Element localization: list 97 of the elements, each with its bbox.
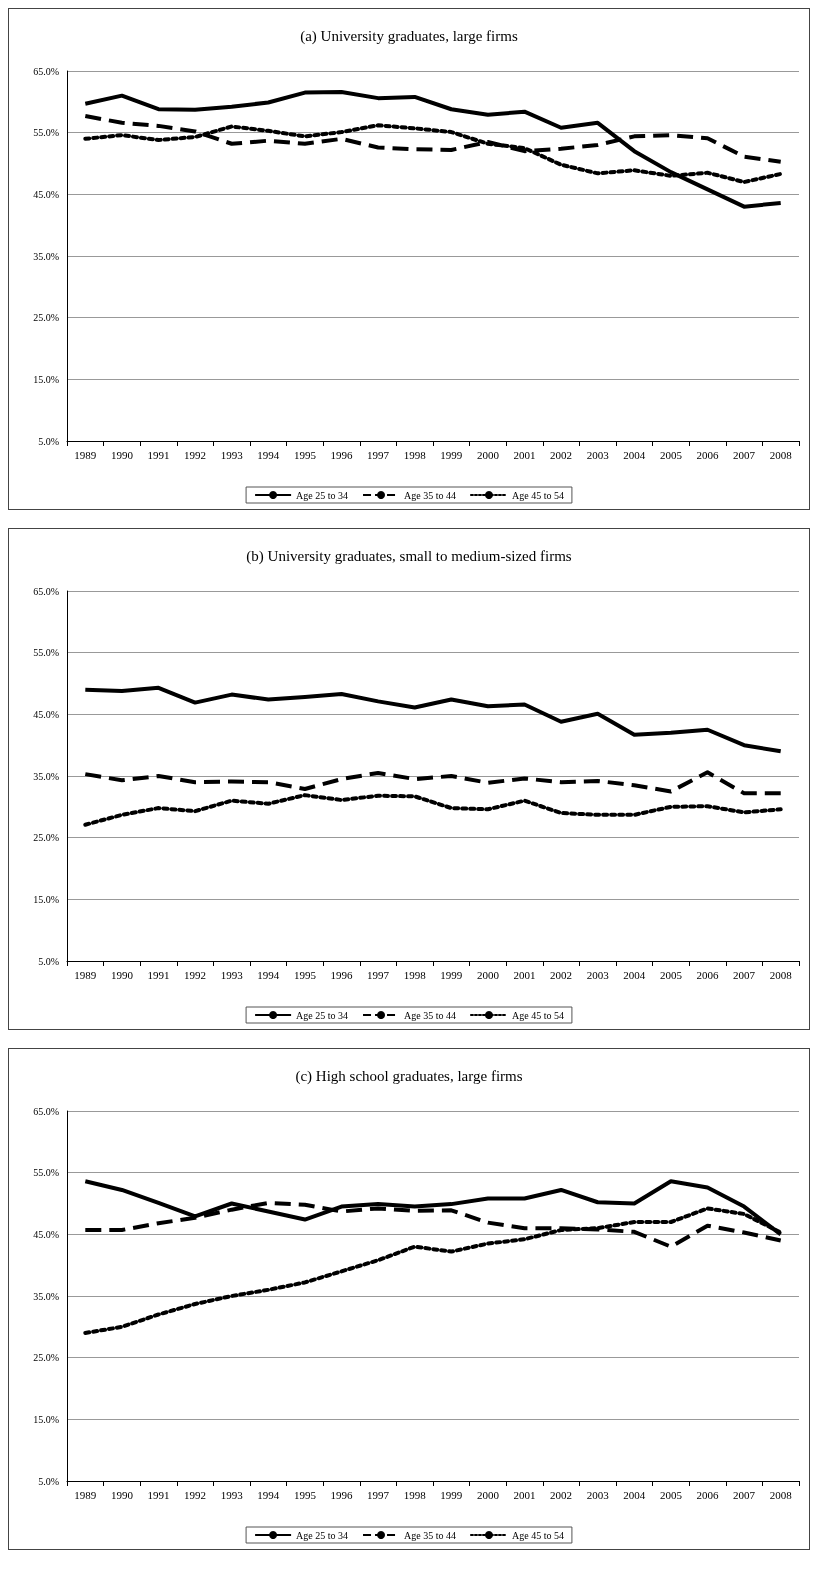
chart-title: (c) High school graduates, large firms [295,1067,523,1085]
x-tick-label: 2001 [513,968,536,981]
x-tick-label: 1989 [74,448,97,461]
x-tick-label: 2004 [623,1488,646,1501]
legend-label: Age 45 to 54 [511,489,564,501]
x-tick-label: 1999 [440,1488,463,1501]
legend-label: Age 25 to 34 [296,1009,349,1021]
legend-label: Age 35 to 44 [404,1009,456,1021]
x-tick-label: 1994 [257,448,280,461]
line-series [83,89,783,209]
x-tick-label: 1995 [293,968,317,981]
x-tick-label: 1993 [220,1488,244,1501]
x-tick-label: 1997 [367,1488,390,1501]
x-tick-label: 1991 [147,1488,170,1501]
legend-label: Age 35 to 44 [404,1529,456,1541]
x-tick-label: 2000 [476,448,500,461]
x-tick-label: 2005 [659,448,683,461]
y-tick-label: 45.0% [33,188,59,200]
x-tick-label: 1991 [147,968,170,981]
y-tick-label: 65.0% [33,65,59,77]
x-tick-label: 1989 [74,1488,97,1501]
y-tick-label: 25.0% [33,832,59,844]
chart-title: (a) University graduates, large firms [300,27,518,45]
x-tick-label: 2005 [659,1488,683,1501]
x-tick-label: 2003 [586,1488,610,1501]
x-tick-label: 2004 [623,968,646,981]
x-tick-label: 1991 [147,448,170,461]
x-tick-label: 1999 [440,448,463,461]
y-tick-label: 25.0% [33,312,59,324]
x-tick-label: 2007 [733,448,756,461]
x-tick-label: 1994 [257,968,280,981]
x-tick-label: 2008 [769,968,793,981]
x-tick-label: 2008 [769,1488,793,1501]
x-tick-label: 1997 [367,448,390,461]
x-tick-label: 2006 [696,1488,719,1501]
x-tick-label: 1992 [184,1488,207,1501]
legend-label: Age 45 to 54 [511,1009,564,1021]
y-tick-label: 5.0% [38,955,59,967]
x-tick-label: 1996 [330,968,353,981]
x-tick-label: 2006 [696,448,719,461]
x-tick-label: 1998 [403,1488,427,1501]
x-tick-label: 2002 [550,968,573,981]
chart-title: (b) University graduates, small to medium-sized firms [246,547,572,565]
y-tick-label: 15.0% [33,373,59,385]
legend-label: Age 25 to 34 [296,489,349,501]
x-tick-label: 2007 [733,968,756,981]
y-tick-label: 55.0% [33,127,59,139]
y-tick-label: 15.0% [33,893,59,905]
x-tick-label: 2002 [550,448,573,461]
y-tick-label: 55.0% [33,647,59,659]
x-tick-label: 1990 [110,448,134,461]
line-series [83,685,783,754]
x-tick-label: 1998 [403,968,427,981]
x-tick-label: 2002 [550,1488,573,1501]
x-tick-label: 1995 [293,1488,317,1501]
x-tick-label: 2005 [659,968,683,981]
x-tick-label: 1997 [367,968,390,981]
x-tick-label: 1998 [403,448,427,461]
y-tick-label: 55.0% [33,1167,59,1179]
x-tick-label: 1996 [330,448,353,461]
x-tick-label: 1999 [440,968,463,981]
x-tick-label: 1994 [257,1488,280,1501]
y-tick-label: 35.0% [33,1290,59,1302]
x-tick-label: 2000 [476,1488,500,1501]
y-tick-label: 35.0% [33,770,59,782]
x-tick-label: 1990 [110,1488,134,1501]
y-tick-label: 15.0% [33,1413,59,1425]
x-tick-label: 2004 [623,448,646,461]
y-tick-label: 5.0% [38,435,59,447]
x-tick-label: 2001 [513,1488,536,1501]
y-tick-label: 45.0% [33,1228,59,1240]
x-tick-label: 1992 [184,448,207,461]
y-tick-label: 5.0% [38,1475,59,1487]
line-series [83,793,783,827]
x-tick-label: 2006 [696,968,719,981]
x-tick-label: 2007 [733,1488,756,1501]
x-tick-label: 1993 [220,448,244,461]
x-tick-label: 2003 [586,968,610,981]
x-tick-label: 1992 [184,968,207,981]
x-tick-label: 1996 [330,1488,353,1501]
y-tick-label: 25.0% [33,1352,59,1364]
x-tick-label: 2003 [586,448,610,461]
legend-label: Age 45 to 54 [511,1529,564,1541]
y-tick-label: 45.0% [33,708,59,720]
x-tick-label: 2000 [476,968,500,981]
y-tick-label: 65.0% [33,1105,59,1117]
x-tick-label: 1993 [220,968,244,981]
y-tick-label: 65.0% [33,585,59,597]
x-tick-label: 2008 [769,448,793,461]
x-tick-label: 1995 [293,448,317,461]
legend-label: Age 35 to 44 [404,489,456,501]
y-tick-label: 35.0% [33,250,59,262]
x-tick-label: 1989 [74,968,97,981]
x-tick-label: 1990 [110,968,134,981]
line-series [83,770,783,796]
x-tick-label: 2001 [513,448,536,461]
legend-label: Age 25 to 34 [296,1529,349,1541]
